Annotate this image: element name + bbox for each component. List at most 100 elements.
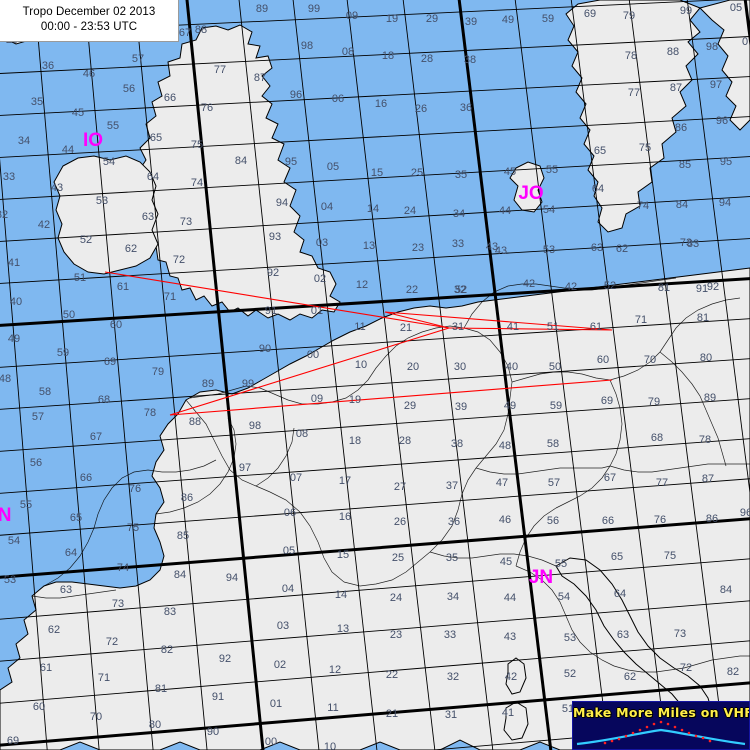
grid-square-label: 28	[399, 435, 411, 447]
grid-square-label: 10	[324, 741, 336, 750]
grid-field-label: JO	[518, 183, 543, 204]
grid-square-label: 00	[265, 736, 277, 748]
grid-square-label: 22	[386, 669, 398, 681]
grid-square-label: 75	[639, 142, 651, 154]
grid-square-label: 31	[452, 321, 464, 333]
grid-square-label: 67	[179, 27, 191, 39]
grid-square-label: 86	[675, 122, 687, 134]
grid-square-label: 80	[149, 719, 161, 731]
promo-banner[interactable]: Make More Miles on VHF	[572, 701, 750, 750]
grid-square-label: 81	[155, 683, 167, 695]
grid-square-label: 42	[505, 671, 517, 683]
grid-square-label: 16	[339, 511, 351, 523]
grid-square-label: 09	[346, 10, 358, 22]
grid-square-label: 55	[546, 164, 558, 176]
grid-square-label: 73	[112, 598, 124, 610]
grid-square-label: 26	[415, 103, 427, 115]
grid-field-label: IN	[0, 505, 12, 526]
grid-square-label: 95	[285, 156, 297, 168]
grid-square-label: 62	[616, 243, 628, 255]
grid-square-label: 92	[707, 281, 719, 293]
path-3	[169, 379, 613, 416]
grid-square-label: 64	[65, 547, 77, 559]
grid-square-label: 16	[375, 98, 387, 110]
grid-square-label: 75	[127, 522, 139, 534]
grid-square-label: 18	[382, 50, 394, 62]
grid-square-label: 61	[40, 662, 52, 674]
grid-square-label: 51	[562, 703, 574, 715]
grid-square-label: 52	[604, 280, 616, 292]
grid-square-label: 69	[601, 395, 613, 407]
grid-square-label: 63	[60, 584, 72, 596]
grid-square-label: 67	[604, 472, 616, 484]
grid-square-label: 89	[704, 392, 716, 404]
grid-square-label: 31	[445, 709, 457, 721]
grid-square-label: 52	[564, 668, 576, 680]
grid-square-label: 35	[31, 96, 43, 108]
grid-square-label: 61	[117, 281, 129, 293]
grid-square-label: 99	[680, 5, 692, 17]
grid-square-label: 93	[269, 231, 281, 243]
grid-square-label: 53	[96, 195, 108, 207]
land-denmark	[509, 161, 545, 213]
grid-square-label: 69	[584, 8, 596, 20]
grid-square-label: 56	[123, 83, 135, 95]
grid-square-label: 45	[500, 556, 512, 568]
grid-square-label: 84	[235, 155, 247, 167]
propagation-paths	[104, 271, 613, 416]
grid-square-label: 07	[290, 472, 302, 484]
grid-square-label: 78	[699, 434, 711, 446]
grid-square-label: 85	[177, 530, 189, 542]
grid-square-label: 41	[8, 257, 20, 269]
grid-square-label: 79	[648, 396, 660, 408]
grid-square-label: 77	[628, 87, 640, 99]
grid-square-label: 92	[267, 267, 279, 279]
grid-square-label: 97	[239, 462, 251, 474]
grid-square-label: 83	[164, 606, 176, 618]
grid-square-label: 81	[658, 282, 670, 294]
grid-square-label: 95	[720, 156, 732, 168]
path-5	[384, 311, 613, 331]
grid-square-label: 89	[202, 378, 214, 390]
grid-square-label: 53	[4, 574, 16, 586]
land-continental-europe	[0, 267, 750, 750]
grid-square-label: 59	[57, 347, 69, 359]
grid-square-label: 49	[8, 333, 20, 345]
grid-square-label: 73	[674, 628, 686, 640]
grid-square-label: 05	[283, 545, 295, 557]
grid-square-label: 77	[214, 64, 226, 76]
grid-square-label: 49	[502, 14, 514, 26]
grid-square-label: 25	[392, 552, 404, 564]
field-boundary-vertical-1	[185, 0, 265, 750]
grid-square-label: 26	[394, 516, 406, 528]
grid-square-label: 91	[696, 283, 708, 295]
grid-square-label: 33	[452, 238, 464, 250]
grid-square-label: 80	[700, 352, 712, 364]
grid-square-label: 18	[349, 435, 361, 447]
grid-square-label: 55	[555, 558, 567, 570]
grid-square-label: 51	[74, 272, 86, 284]
grid-square-label: 64	[614, 588, 626, 600]
land-scandinavia	[565, 0, 701, 233]
grid-square-label: 73	[180, 216, 192, 228]
grid-square-label: 72	[680, 662, 692, 674]
grid-square-label: 60	[33, 701, 45, 713]
grid-square-label: 49	[504, 400, 516, 412]
grid-square-label: 58	[547, 438, 559, 450]
grid-square-label: 27	[394, 481, 406, 493]
grid-square-label: 87	[702, 473, 714, 485]
grid-square-label: 44	[499, 205, 511, 217]
grid-square-label: 81	[697, 312, 709, 324]
grid-square-label: 44	[504, 592, 516, 604]
grid-square-label: 57	[32, 411, 44, 423]
grid-square-label: 22	[406, 284, 418, 296]
grid-square-label: 88	[667, 46, 679, 58]
grid-square-label: 36	[42, 60, 54, 72]
grid-square-label: 68	[651, 432, 663, 444]
grid-square-label: 15	[371, 167, 383, 179]
grid-square-label: 00	[307, 349, 319, 361]
grid-square-label: 02	[314, 273, 326, 285]
grid-square-label: 85	[679, 159, 691, 171]
